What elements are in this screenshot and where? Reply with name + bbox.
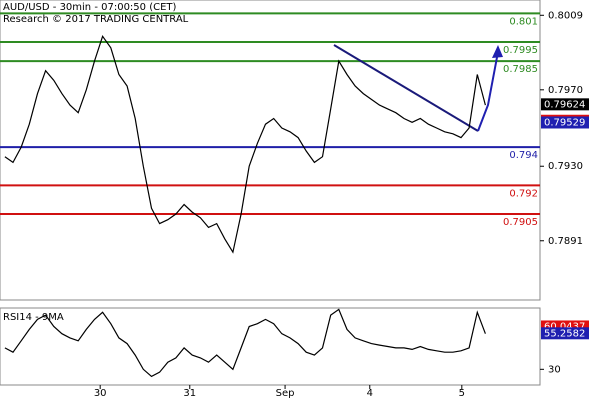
x-tick-label: 31 <box>183 388 196 399</box>
level-label: 0.801 <box>509 16 538 27</box>
price-line <box>4 34 486 254</box>
forecast-arrow <box>477 51 499 132</box>
level-label-bg <box>503 149 539 162</box>
x-tick-label: Sep <box>276 388 295 399</box>
x-tick-label: 4 <box>367 388 373 399</box>
y-tick-label: 0.8009 <box>548 10 583 21</box>
y-tick-label: 0.7970 <box>548 85 583 96</box>
price-tag <box>541 327 589 340</box>
price-tag-label: 55.2582 <box>544 328 585 339</box>
chart-subtitle: Research © 2017 TRADING CENTRAL <box>3 14 189 25</box>
rsi-tick-label: 30 <box>548 364 561 375</box>
level-label: 0.7995 <box>503 45 538 56</box>
price-tag-label: 0.79529 <box>544 117 585 128</box>
rsi-title: RSI14 - 9MA <box>3 312 64 323</box>
level-label-bg <box>503 216 539 229</box>
price-panel <box>0 0 541 301</box>
trend-drawing <box>333 44 503 132</box>
price-tag <box>541 98 589 111</box>
x-tick-label: 30 <box>94 388 107 399</box>
x-tick-label: 5 <box>459 388 465 399</box>
y-tick-label: 0.7891 <box>548 236 583 247</box>
price-tag-label: 0.79624 <box>544 99 585 110</box>
level-label-bg <box>503 187 539 200</box>
level-label-bg <box>503 15 539 28</box>
price-tag-label: 60.0437 <box>544 321 585 332</box>
trend-line <box>333 44 479 132</box>
level-label-bg <box>503 63 539 76</box>
level-label: 0.7985 <box>503 64 538 75</box>
rsi-panel <box>0 307 541 386</box>
y-tick-label: 0.7930 <box>548 161 583 172</box>
level-label: 0.792 <box>509 188 538 199</box>
rsi-line <box>4 308 486 378</box>
level-label: 0.7905 <box>503 217 538 228</box>
level-label: 0.794 <box>509 150 538 161</box>
price-tag <box>541 116 589 129</box>
arrow-head <box>492 45 503 58</box>
level-label-bg <box>503 44 539 57</box>
chart-title: AUD/USD - 30min - 07:00:50 (CET) <box>3 2 177 13</box>
